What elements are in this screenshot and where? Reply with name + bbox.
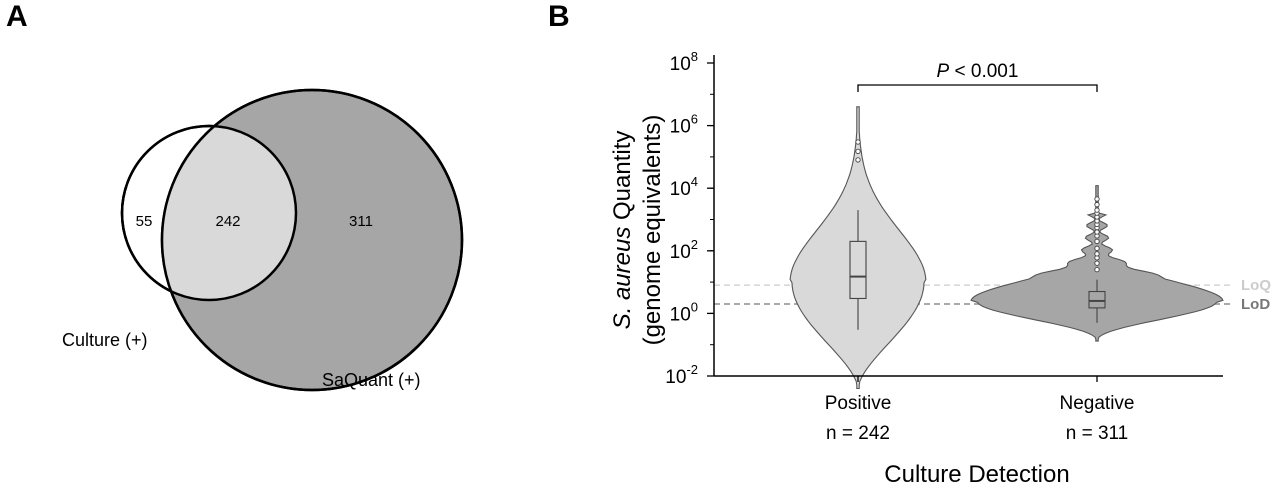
venn-only-culture-count: 55 xyxy=(136,213,153,230)
y-tick-label: 100 xyxy=(670,299,698,325)
x-category-n-label: n = 242 xyxy=(826,423,890,444)
x-category-n-label: n = 311 xyxy=(1066,423,1129,444)
x-axis-title: Culture Detection xyxy=(884,461,1069,488)
outlier-point xyxy=(1094,238,1100,245)
x-category-label: Negative xyxy=(1060,393,1135,414)
y-tick-label: 104 xyxy=(670,174,698,200)
significance-bracket: P < 0.001 xyxy=(857,61,1098,92)
venn-only-saquant-count: 311 xyxy=(349,213,373,230)
outlier-point xyxy=(1094,196,1100,202)
box-positive xyxy=(849,240,867,300)
outlier-point xyxy=(855,148,861,155)
y-tick-label: 102 xyxy=(670,237,698,263)
venn-culture-label: Culture (+) xyxy=(62,330,148,350)
violins xyxy=(789,106,1224,390)
outlier-point xyxy=(1094,201,1100,208)
venn-culture-outline xyxy=(120,124,298,302)
y-axis-title-line2: (genome equivalents) xyxy=(639,115,666,346)
venn-overlap-count: 242 xyxy=(215,213,240,230)
p-value-label: P < 0.001 xyxy=(937,61,1019,82)
axes: 108 106 104 102 100 10-2 Positive n = 242 Negati… xyxy=(665,49,1223,444)
panel-a-letter: A xyxy=(6,0,28,33)
y-axis-title: S. aureus Quantity (genome equivalents) xyxy=(609,115,666,346)
x-category-label: Positive xyxy=(825,393,892,414)
panel-a: A 55 242 311 Culture (+) SaQuant (+) xyxy=(6,0,464,392)
outlier-point xyxy=(1094,251,1100,257)
outlier-point xyxy=(1094,260,1100,266)
reference-label-loq: LoQ xyxy=(1241,277,1271,294)
y-tick-label: 106 xyxy=(670,112,698,138)
outlier-point xyxy=(855,157,861,163)
y-tick-label: 10-2 xyxy=(665,362,698,388)
outlier-point xyxy=(1094,207,1100,213)
reference-label-lod: LoD xyxy=(1241,296,1270,313)
venn-overlap-region xyxy=(162,126,296,300)
panel-b-letter: B xyxy=(548,0,570,33)
box-negative xyxy=(1088,290,1106,309)
panel-b: B S. aureus Quantity (genome equivalents… xyxy=(548,0,1271,488)
outlier-point xyxy=(1094,229,1100,235)
outlier-point xyxy=(1094,266,1100,273)
y-axis-title-rest: Quantity xyxy=(609,131,636,227)
bracket-line xyxy=(857,84,1098,92)
y-axis-title-italic: S. aureus xyxy=(609,227,636,330)
y-tick-label: 108 xyxy=(670,49,698,75)
outlier-point xyxy=(1094,245,1100,251)
venn-saquant-outline xyxy=(160,88,464,392)
y-axis-title-line1: S. aureus Quantity xyxy=(609,131,636,330)
venn-saquant-label: SaQuant (+) xyxy=(322,370,421,390)
outlier-point xyxy=(855,139,861,145)
